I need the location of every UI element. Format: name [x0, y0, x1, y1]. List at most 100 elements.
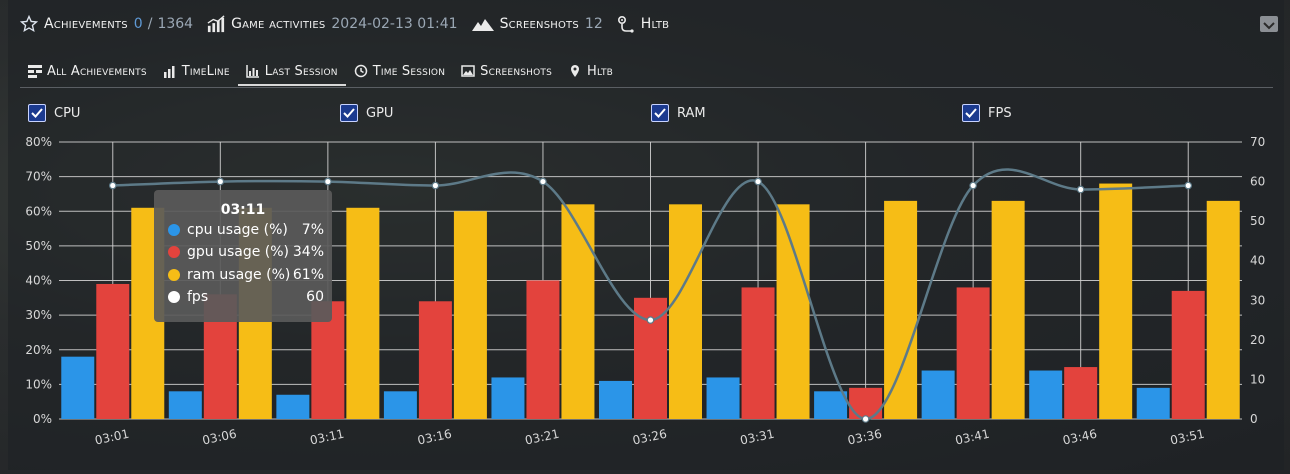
game-activities-summary[interactable]: Game activities 2024-02-13 01:41: [207, 15, 458, 33]
tab-label: Time Session: [372, 63, 446, 79]
bar-gpu: [418, 301, 452, 419]
fps-color-dot: [168, 291, 180, 303]
tab-last-session[interactable]: Last Session: [237, 58, 346, 86]
y-left-tick-label: 30%: [25, 308, 52, 322]
y-left-tick-label: 20%: [25, 343, 52, 357]
x-tick-label: 03:06: [201, 427, 238, 448]
bar-cpu: [383, 391, 417, 419]
bar-cpu: [814, 391, 848, 419]
y-left-tick-label: 0%: [33, 412, 52, 426]
x-tick-label: 03:16: [416, 427, 453, 448]
bar-ram: [561, 204, 595, 419]
y-left-tick-label: 40%: [25, 274, 52, 288]
fps-point: [324, 177, 332, 186]
bar-ram: [991, 200, 1025, 419]
y-left-tick-label: 80%: [25, 135, 52, 149]
x-tick-label: 03:46: [1061, 427, 1098, 448]
x-tick-label: 03:36: [846, 427, 883, 448]
bar-ram: [346, 207, 380, 419]
bar-gpu: [526, 280, 560, 419]
ram-color-dot: [168, 269, 180, 281]
achievements-unlocked: 0: [133, 16, 143, 32]
tab-label: All Achievements: [47, 63, 147, 79]
toggle-ram[interactable]: RAM: [651, 104, 706, 122]
bar-ram: [1099, 183, 1133, 419]
checkbox-checked-icon[interactable]: [340, 104, 358, 122]
bar-gpu: [96, 283, 130, 419]
list-icon: [28, 64, 42, 78]
tab-bar: All Achievements TimeLine Last Session T…: [20, 58, 621, 86]
toggle-label: GPU: [366, 105, 394, 121]
checkbox-checked-icon[interactable]: [28, 104, 46, 122]
checkbox-checked-icon[interactable]: [651, 104, 669, 122]
image-icon: [461, 64, 475, 78]
tooltip-title: 03:11: [220, 202, 266, 218]
fps-point: [646, 316, 655, 324]
fps-point: [861, 415, 870, 423]
toggle-cpu[interactable]: CPU: [28, 104, 80, 122]
tab-label: Screenshots: [480, 63, 553, 79]
fps-point: [539, 177, 547, 186]
tooltip-value: 34%: [292, 244, 324, 260]
bar-ram: [453, 211, 487, 419]
achievements-summary[interactable]: Achievements 0 / 1364: [20, 15, 193, 33]
y-right-tick-label: 70: [1250, 135, 1265, 149]
x-tick-label: 03:51: [1169, 427, 1206, 448]
y-left-tick-label: 50%: [25, 239, 52, 253]
tab-hltb[interactable]: Hltb: [560, 58, 621, 84]
tooltip-value: 61%: [292, 267, 324, 283]
bar-cpu: [599, 380, 632, 419]
checkbox-checked-icon[interactable]: [962, 104, 980, 122]
fps-point: [1184, 181, 1193, 190]
tab-label: Hltb: [587, 63, 614, 79]
bar-chart-rising-icon: [207, 15, 225, 33]
toggle-label: RAM: [677, 105, 706, 121]
route-pin-icon: [617, 15, 635, 33]
tooltip-label: fps: [187, 289, 209, 305]
bar-cpu: [1029, 370, 1063, 419]
tab-screenshots[interactable]: Screenshots: [453, 58, 560, 84]
tab-time-session[interactable]: Time Session: [346, 58, 453, 84]
toggle-label: FPS: [988, 105, 1012, 121]
fps-point: [216, 177, 225, 186]
tab-divider: [20, 87, 1273, 88]
screenshots-summary[interactable]: Screenshots 12: [471, 15, 603, 33]
bar-gpu: [956, 287, 990, 419]
tab-timeline[interactable]: TimeLine: [155, 58, 238, 84]
y-right-tick-label: 30: [1250, 293, 1265, 307]
toggle-gpu[interactable]: GPU: [340, 104, 393, 122]
toggle-label: CPU: [54, 105, 81, 121]
x-tick-label: 03:31: [739, 427, 776, 448]
x-tick-label: 03:21: [524, 427, 561, 448]
y-right-tick-label: 50: [1250, 214, 1265, 228]
y-right-tick-label: 0: [1250, 412, 1258, 426]
cpu-color-dot: [168, 224, 180, 236]
hltb-summary[interactable]: Hltb: [617, 15, 670, 33]
game-activities-datetime: 2024-02-13 01:41: [331, 16, 458, 32]
fps-point: [754, 177, 762, 186]
bar-ram: [776, 204, 810, 419]
toggle-fps[interactable]: FPS: [962, 104, 1012, 122]
bar-chart-icon: [163, 64, 177, 78]
tooltip-row-gpu: gpu usage (%) 34%: [168, 244, 324, 260]
achievements-separator: /: [147, 16, 153, 32]
y-right-tick-label: 20: [1250, 333, 1265, 347]
x-tick-label: 03:01: [94, 427, 131, 448]
bar-ram: [884, 200, 918, 419]
tab-all-achievements[interactable]: All Achievements: [20, 58, 155, 84]
bar-ram: [1206, 200, 1240, 419]
bar-gpu: [1171, 290, 1205, 419]
tooltip-label: cpu usage (%): [187, 222, 288, 238]
bar-gpu: [741, 287, 775, 419]
line-chart-icon: [246, 64, 260, 78]
collapse-button[interactable]: [1260, 16, 1278, 32]
chart-tooltip: 03:11 cpu usage (%) 7% gpu usage (%) 34%…: [154, 190, 332, 322]
header-bar: Achievements 0 / 1364 Game activities 20…: [20, 12, 683, 36]
fps-point: [108, 181, 117, 190]
x-tick-label: 03:11: [309, 427, 346, 448]
tooltip-label: gpu usage (%): [187, 244, 290, 260]
y-left-tick-label: 10%: [25, 377, 52, 391]
game-activities-label: Game activities: [231, 16, 326, 32]
fps-point: [969, 181, 977, 190]
pin-icon: [568, 64, 582, 78]
